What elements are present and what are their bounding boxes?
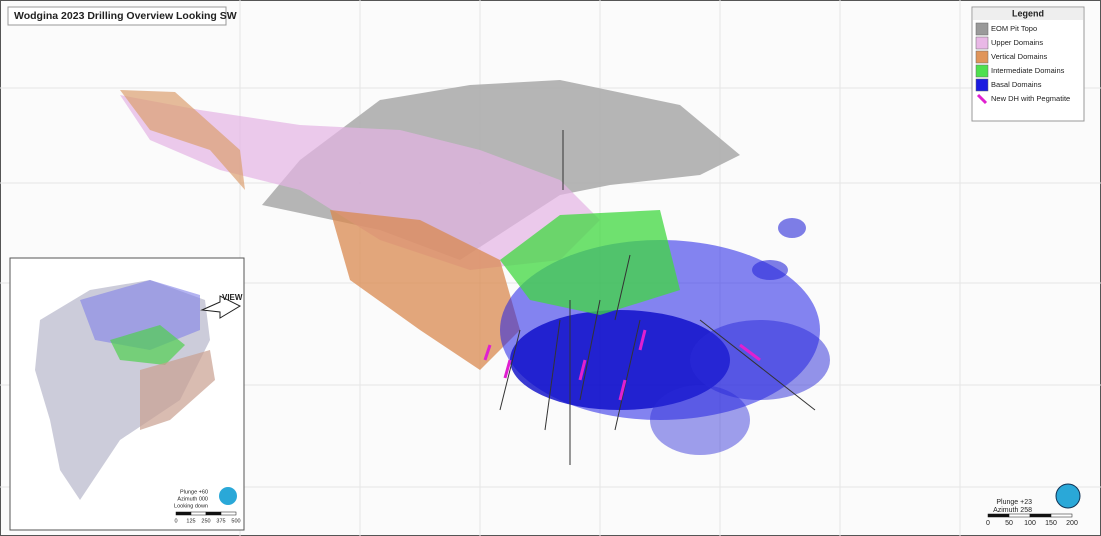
- scale-segment: [1008, 513, 1031, 518]
- main-orientation: Plunge +23 Azimuth 258 0 50 100 150 200: [986, 483, 1081, 527]
- scale-label: 200: [1066, 520, 1078, 527]
- scale-segment: [1029, 513, 1052, 518]
- pegmatite-intercepts: [483, 329, 761, 401]
- scale-label: 0: [174, 518, 177, 524]
- scale-segment: [190, 511, 207, 516]
- legend-label: Vertical Domains: [991, 52, 1048, 61]
- inset-azimuth: Azimuth 000: [177, 496, 208, 502]
- legend-label: EOM Pit Topo: [991, 24, 1037, 33]
- inset-scale: 0 125 250 375 500: [174, 511, 241, 524]
- vertical-domains: [330, 210, 520, 370]
- legend-label: Basal Domains: [991, 80, 1042, 89]
- scale-segment: [175, 511, 192, 516]
- scale-label: 250: [201, 518, 210, 524]
- scale-label: 125: [186, 518, 195, 524]
- scale-label: 375: [216, 518, 225, 524]
- legend-swatch: [975, 22, 989, 36]
- inset: VIEW Plunge +60 Azimuth 000 Looking down…: [9, 257, 245, 531]
- drillholes: [499, 130, 816, 465]
- scale-label: 50: [1005, 520, 1013, 527]
- legend-swatch: [975, 78, 989, 92]
- legend-label: New DH with Pegmatite: [991, 94, 1070, 103]
- scale-label: 100: [1024, 520, 1036, 527]
- scale-segment: [220, 511, 237, 516]
- basal-core: [510, 310, 730, 410]
- main-scale: 0 50 100 150 200: [986, 513, 1078, 527]
- intermediate-domains: [500, 210, 680, 315]
- scale-segment: [205, 511, 222, 516]
- upper-domains: [120, 95, 600, 270]
- basal-lobe: [650, 385, 750, 455]
- title-box: Wodgina 2023 Drilling Overview Looking S…: [7, 6, 237, 26]
- legend-label: Intermediate Domains: [991, 66, 1065, 75]
- inset-plunge: Plunge +60: [180, 489, 208, 495]
- legend-title: Legend: [1012, 8, 1044, 18]
- scale-segment: [987, 513, 1010, 518]
- legend-swatch: [976, 93, 988, 105]
- inset-view-label: VIEW: [222, 293, 243, 302]
- scale-label: 150: [1045, 520, 1057, 527]
- inset-note: Looking down: [174, 503, 208, 509]
- basal-lobe: [752, 260, 788, 280]
- vertical-domain-west: [120, 90, 245, 190]
- main-plunge: Plunge +23: [996, 499, 1032, 506]
- legend-swatch: [975, 64, 989, 78]
- legend-swatch: [975, 36, 989, 50]
- scale-label: 500: [231, 518, 240, 524]
- legend: Legend EOM Pit Topo Upper Domains Vertical…: [971, 6, 1085, 122]
- scale-label: 0: [986, 520, 990, 527]
- legend-label: Upper Domains: [991, 38, 1043, 47]
- scale-segment: [1050, 513, 1073, 518]
- basal-lobe: [778, 218, 806, 238]
- legend-swatch: [975, 50, 989, 64]
- main-azimuth: Azimuth 258: [993, 507, 1032, 514]
- title: Wodgina 2023 Drilling Overview Looking S…: [14, 10, 237, 22]
- model: [120, 80, 830, 465]
